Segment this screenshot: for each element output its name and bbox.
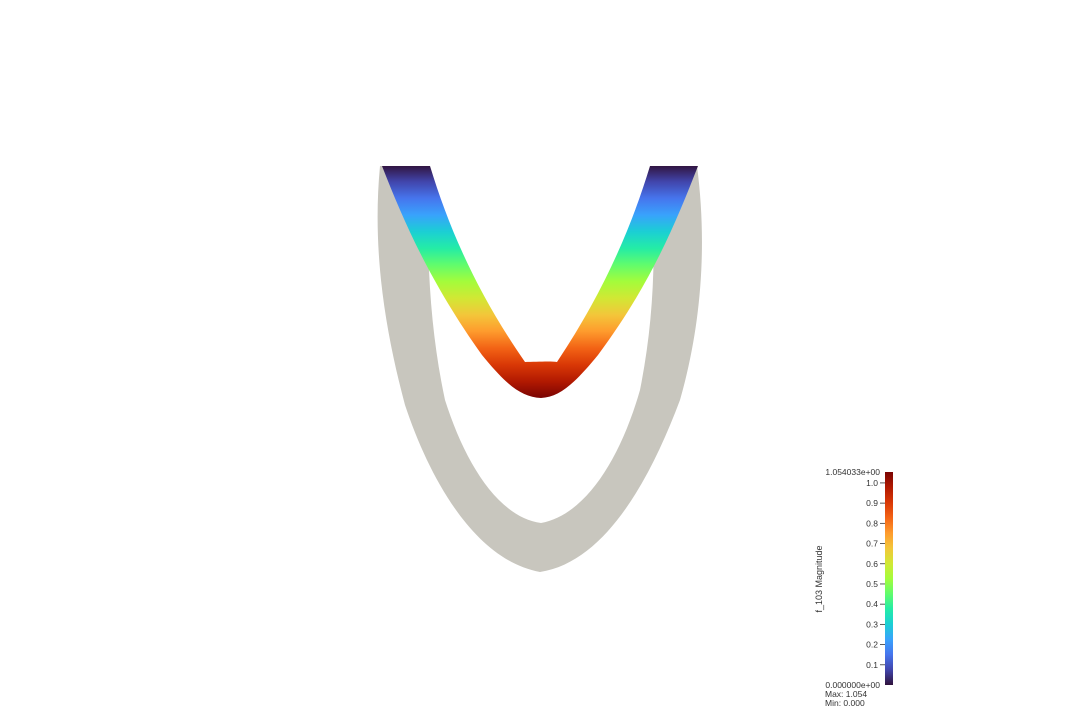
colorbar-tick-label: 0.3	[866, 619, 878, 629]
colorbar-tick-label: 1.0	[866, 478, 878, 488]
colorbar-tick-label: 0.4	[866, 599, 878, 609]
colorbar-tick-label: 0.1	[866, 660, 878, 670]
colorbar-tick-label: 0.5	[866, 579, 878, 589]
colorbar-tick-label: 0.7	[866, 539, 878, 549]
colorbar-max-text: Max: 1.054	[825, 689, 867, 699]
colorbar-tick-label: 0.9	[866, 498, 878, 508]
undeformed-mesh	[377, 166, 702, 572]
colorbar-tick-label: 0.6	[866, 559, 878, 569]
colorbar-ticks: 0.1 0.2 0.3 0.4 0.5 0.6 0.7 0.8 0.9 1.0	[866, 478, 885, 670]
colorbar-gradient	[885, 472, 893, 685]
colorbar: 1.054033e+00 0.000000e+00 0.10.20.30.40.…	[814, 467, 893, 708]
colorbar-min-label: 0.000000e+00	[825, 680, 880, 690]
colorbar-tick-label: 0.2	[866, 640, 878, 650]
colorbar-title: f_103 Magnitude	[814, 545, 824, 612]
colorbar-min-text: Min: 0.000	[825, 698, 865, 708]
deformed-mesh	[382, 166, 698, 398]
colorbar-tick-label: 0.8	[866, 518, 878, 528]
colorbar-max-label: 1.054033e+00	[825, 467, 880, 477]
